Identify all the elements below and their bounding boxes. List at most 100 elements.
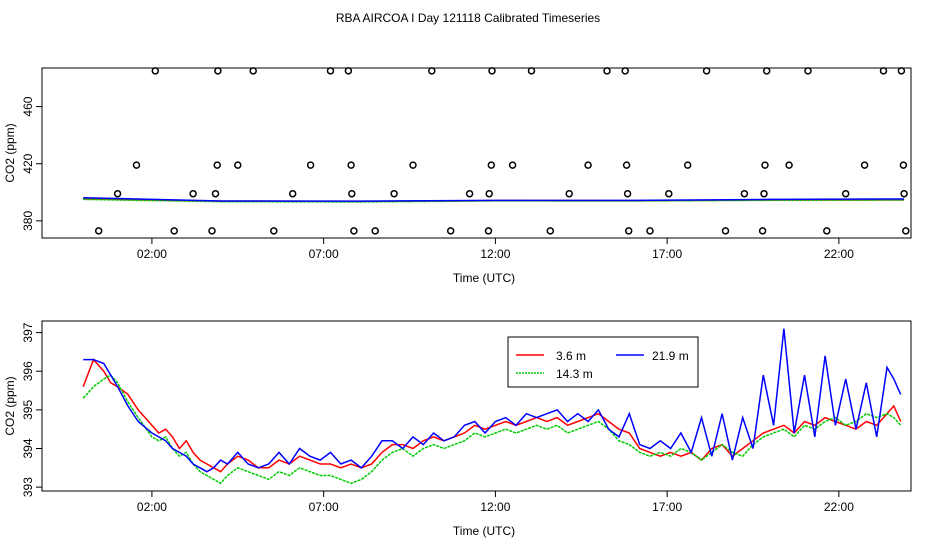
scatter-point xyxy=(428,67,436,75)
top-x-tick-label: 07:00 xyxy=(309,247,339,261)
legend: 3.6 m 21.9 m 14.3 m xyxy=(507,336,699,388)
bottom-x-tick-label: 12:00 xyxy=(480,500,510,514)
scatter-point xyxy=(622,161,631,169)
scatter-point xyxy=(900,189,908,198)
scatter-point xyxy=(740,189,749,198)
scatter-point xyxy=(344,67,353,75)
scatter-point xyxy=(113,189,122,198)
scatter-point xyxy=(213,161,221,169)
scatter-point xyxy=(897,67,906,75)
scatter-point xyxy=(584,161,592,169)
legend-box xyxy=(507,336,699,388)
legend-label-21-9m: 21.9 m xyxy=(652,349,689,363)
bottom-line-panel: 02:00 07:00 12:00 17:00 22:00 393 394 395 396 397… xyxy=(3,320,912,538)
scatter-point xyxy=(902,227,910,235)
scatter-point xyxy=(603,67,611,75)
scatter-point xyxy=(151,67,160,75)
scatter-point xyxy=(899,161,908,169)
scatter-point xyxy=(721,227,730,235)
legend-label-14-3m: 14.3 m xyxy=(556,367,593,381)
scatter-point xyxy=(208,227,216,235)
scatter-point xyxy=(565,189,573,198)
scatter-point xyxy=(762,67,771,75)
scatter-point xyxy=(841,189,850,198)
bottom-x-tick-label: 07:00 xyxy=(309,500,339,514)
scatter-point xyxy=(170,227,178,235)
top-y-tick-label: 460 xyxy=(21,96,35,116)
scatter-point xyxy=(546,227,555,235)
bottom-x-tick-label: 17:00 xyxy=(652,500,682,514)
bottom-y-axis-label: CO2 (ppm) xyxy=(3,376,17,435)
top-y-tick-label: 380 xyxy=(21,211,35,231)
scatter-point xyxy=(487,161,496,169)
scatter-point xyxy=(488,67,496,75)
scatter-point xyxy=(249,67,257,75)
scatter-point xyxy=(288,189,297,198)
scatter-point xyxy=(665,189,673,198)
top-plot-frame xyxy=(41,67,912,239)
scatter-point xyxy=(306,161,315,169)
figure-title: RBA AIRCOA I Day 121118 Calibrated Times… xyxy=(336,11,600,25)
scatter-point xyxy=(189,189,197,198)
scatter-point xyxy=(879,67,888,75)
scatter-point xyxy=(484,227,493,235)
scatter-point xyxy=(646,227,654,235)
scatter-point xyxy=(326,67,335,75)
scatter-point xyxy=(94,227,103,235)
bottom-y-tick-label: 396 xyxy=(21,361,35,381)
bottom-x-tick-label: 22:00 xyxy=(824,500,854,514)
scatter-point xyxy=(132,161,141,169)
scatter-point xyxy=(485,189,493,198)
scatter-point xyxy=(214,67,222,75)
scatter-point xyxy=(390,189,398,198)
scatter-point xyxy=(350,227,358,235)
top-series-line-3 xyxy=(83,196,905,202)
scatter-point xyxy=(804,67,812,75)
scatter-point xyxy=(508,161,517,169)
scatter-point xyxy=(702,67,711,75)
scatter-point xyxy=(234,161,242,169)
scatter-point xyxy=(785,161,793,169)
scatter-point xyxy=(760,189,768,198)
scatter-point xyxy=(758,227,767,235)
scatter-point xyxy=(624,227,633,235)
scatter-point xyxy=(860,161,869,169)
scatter-point xyxy=(823,227,831,235)
bottom-series-line-2 xyxy=(82,374,902,485)
scatter-point xyxy=(621,67,629,75)
scatter-point xyxy=(348,189,356,198)
bottom-axes: 02:00 07:00 12:00 17:00 22:00 393 394 395 396 397 xyxy=(21,322,854,514)
top-x-tick-label: 02:00 xyxy=(137,247,167,261)
top-x-tick-label: 22:00 xyxy=(824,247,854,261)
bottom-y-tick-label: 397 xyxy=(21,322,35,342)
bottom-y-tick-label: 394 xyxy=(21,438,35,458)
bottom-y-tick-label: 393 xyxy=(21,477,35,497)
scatter-point xyxy=(761,161,769,169)
scatter-point xyxy=(211,189,220,198)
top-y-axis-label: CO2 (ppm) xyxy=(3,123,17,182)
scatter-point xyxy=(465,189,474,198)
bottom-x-axis-label: Time (UTC) xyxy=(453,524,515,538)
top-y-tick-label: 420 xyxy=(21,153,35,173)
bottom-y-tick-label: 395 xyxy=(21,400,35,420)
scatter-point xyxy=(347,161,355,169)
legend-label-3-6m: 3.6 m xyxy=(556,349,586,363)
scatter-point xyxy=(623,189,632,198)
top-marks xyxy=(83,67,910,235)
bottom-x-tick-label: 02:00 xyxy=(137,500,167,514)
top-scatter-panel: 02:00 07:00 12:00 17:00 22:00 380 420 460 Time … xyxy=(3,67,912,285)
scatter-point xyxy=(409,161,417,169)
scatter-point xyxy=(446,227,455,235)
scatter-point xyxy=(683,161,692,169)
bottom-series-line-1 xyxy=(82,358,902,473)
bottom-plot-frame xyxy=(41,320,912,492)
bottom-marks xyxy=(82,328,902,485)
top-x-tick-label: 17:00 xyxy=(652,247,682,261)
top-x-axis-label: Time (UTC) xyxy=(453,271,515,285)
top-axes: 02:00 07:00 12:00 17:00 22:00 380 420 460 xyxy=(21,96,854,261)
scatter-point xyxy=(371,227,379,235)
bottom-series-line-3 xyxy=(83,328,902,473)
scatter-point xyxy=(270,227,278,235)
